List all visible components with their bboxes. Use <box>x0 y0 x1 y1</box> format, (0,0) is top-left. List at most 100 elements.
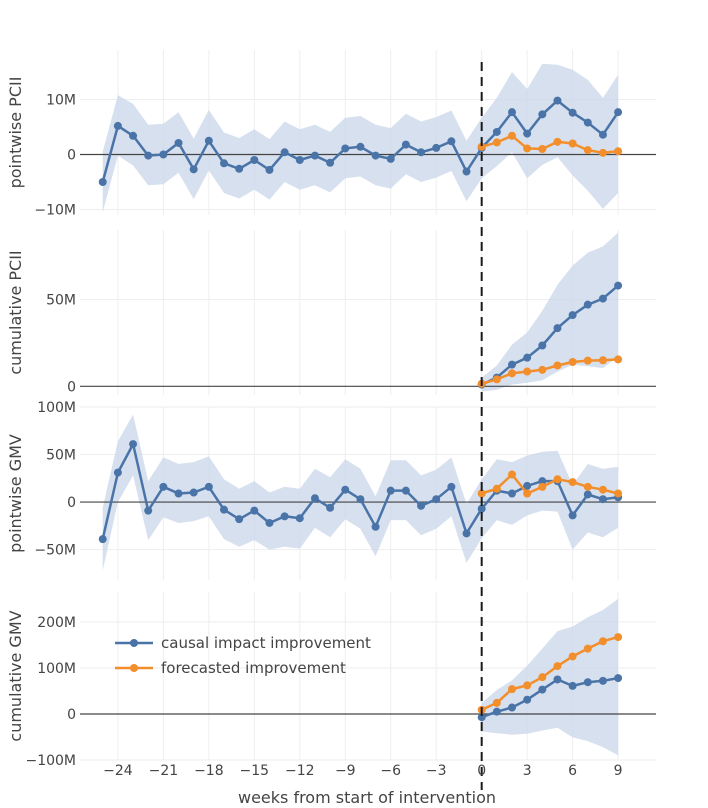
y-tick-label: 100M <box>37 400 76 416</box>
causal-impact-point <box>174 138 183 147</box>
causal-impact-point <box>189 165 198 174</box>
y-tick-label: −100M <box>25 753 76 769</box>
causal-impact-point <box>159 482 168 491</box>
legend-label: forecasted improvement <box>161 659 346 677</box>
causal-impact-point <box>401 140 410 149</box>
causal-impact-point <box>614 281 623 290</box>
causal-impact-point <box>462 167 471 176</box>
confidence-band <box>481 598 619 756</box>
forecast-point <box>477 489 486 498</box>
causal-impact-point <box>265 518 274 527</box>
causal-impact-point <box>265 165 274 174</box>
causal-impact-point <box>568 108 577 117</box>
forecast-point <box>568 139 577 148</box>
forecast-point <box>508 470 516 479</box>
causal-impact-point <box>598 130 607 139</box>
causal-impact-point <box>144 151 153 160</box>
causal-impact-point <box>386 486 395 495</box>
causal-impact-point <box>417 148 426 157</box>
causal-impact-point <box>538 685 547 694</box>
causal-impact-point <box>583 300 592 309</box>
causal-impact-point <box>326 158 335 167</box>
causal-impact-point <box>538 477 547 486</box>
causal-impact-point <box>159 150 168 159</box>
causal-impact-point <box>356 142 365 151</box>
y-tick-label: 0 <box>67 379 76 395</box>
y-axis-title: pointwise GMV <box>6 434 25 553</box>
confidence-band <box>481 232 619 392</box>
forecast-point <box>538 482 547 491</box>
forecast-point <box>508 131 516 140</box>
y-axis-title: pointwise PCII <box>6 77 25 189</box>
causal-impact-point <box>98 178 107 186</box>
causal-impact-point <box>508 489 516 498</box>
causal-impact-point <box>432 143 441 152</box>
x-tick-label: −18 <box>194 763 224 779</box>
forecast-point <box>553 662 562 671</box>
forecast-point <box>538 673 547 682</box>
causal-impact-line <box>481 284 619 386</box>
panel-4: −100M 0 100M 200M cumulative GMV <box>6 592 656 769</box>
forecast-point <box>492 698 501 707</box>
y-tick-label: −10M <box>34 203 76 219</box>
causal-impact-point <box>553 324 562 333</box>
forecast-line <box>481 473 619 495</box>
x-tick-label: −15 <box>240 763 270 779</box>
y-tick-label: 0 <box>67 707 76 723</box>
causal-impact-point <box>447 482 456 491</box>
causal-impact-point <box>295 156 304 164</box>
forecast-point <box>614 355 623 364</box>
forecast-point <box>568 358 577 366</box>
causal-impact-point <box>568 511 577 520</box>
causal-impact-point <box>538 110 547 119</box>
causal-impact-point <box>280 148 289 157</box>
forecast-point <box>523 144 532 153</box>
causal-impact-point <box>235 515 244 524</box>
causal-impact-point <box>568 681 577 690</box>
forecast-line <box>481 358 619 385</box>
x-tick-label: 0 <box>477 763 486 779</box>
causal-impact-point <box>204 136 213 145</box>
causal-impact-point <box>174 489 183 498</box>
causal-impact-point <box>462 529 471 538</box>
forecast-point <box>553 137 562 146</box>
forecast-point <box>583 644 592 653</box>
x-tick-label: −12 <box>285 763 315 779</box>
causal-impact-point <box>417 501 426 510</box>
y-axis-title: cumulative GMV <box>6 610 25 741</box>
forecast-point <box>492 375 501 384</box>
forecast-point <box>598 148 607 157</box>
forecast-point <box>614 633 623 642</box>
causal-impact-point <box>250 156 259 164</box>
forecast-point <box>583 482 592 491</box>
causal-impact-point <box>538 341 547 350</box>
legend-label: causal impact improvement <box>161 634 371 652</box>
x-tick-label: 3 <box>523 763 532 779</box>
causal-impact-point <box>523 353 532 362</box>
forecast-point <box>538 365 547 374</box>
y-tick-label: 50M <box>46 448 76 464</box>
y-axis-title: cumulative PCII <box>6 250 25 374</box>
forecast-point <box>598 637 607 646</box>
forecast-point <box>523 681 532 690</box>
causal-impact-point <box>310 494 319 503</box>
causal-impact-point <box>553 96 562 105</box>
causal-impact-point <box>598 676 607 685</box>
causal-impact-point <box>341 485 350 494</box>
causal-impact-point <box>341 144 350 153</box>
causal-impact-point <box>508 360 516 369</box>
causal-impact-point <box>523 129 532 138</box>
y-tick-label: 200M <box>37 615 76 631</box>
causal-impact-point <box>614 674 623 683</box>
forecast-point <box>614 489 623 498</box>
panel-1: −10M 0 10M pointwise PCII <box>6 50 656 219</box>
forecast-point <box>523 489 532 498</box>
causal-impact-point <box>371 522 380 531</box>
legend-item: causal impact improvement <box>115 634 371 652</box>
forecast-point <box>477 142 486 151</box>
causal-impact-point <box>583 490 592 499</box>
y-tick-label: 50M <box>46 292 76 308</box>
causal-impact-point <box>386 154 395 163</box>
legend-swatch-marker <box>130 664 138 672</box>
causal-impact-point <box>113 121 122 130</box>
